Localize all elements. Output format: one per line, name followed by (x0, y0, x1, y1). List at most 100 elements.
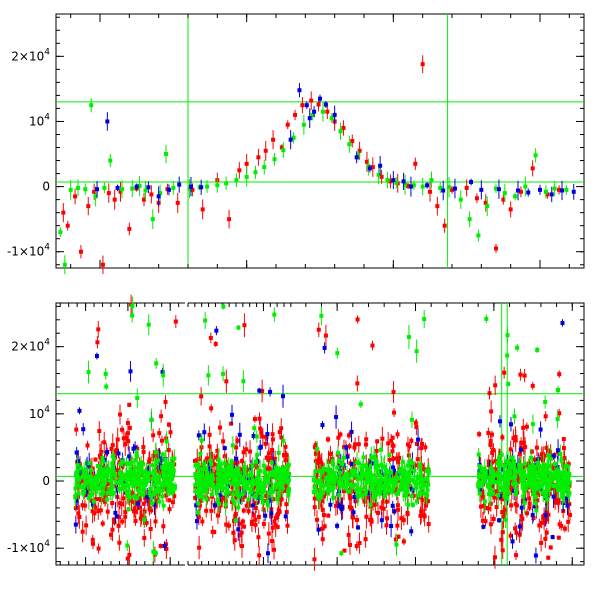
data-point (500, 435, 505, 440)
data-point (378, 478, 383, 483)
data-point (232, 501, 237, 506)
data-point (99, 491, 104, 496)
data-point (242, 494, 247, 499)
data-point (270, 432, 275, 437)
data-point (523, 473, 528, 478)
data-point (356, 442, 361, 447)
data-point (438, 185, 443, 190)
data-point (409, 529, 414, 534)
data-point (540, 482, 545, 487)
data-point (549, 192, 554, 197)
data-point (193, 463, 198, 468)
data-point (539, 487, 544, 492)
data-point (550, 535, 555, 540)
data-point (532, 473, 537, 478)
data-point (508, 422, 513, 427)
data-point (236, 527, 241, 532)
data-point (544, 479, 549, 484)
data-point (193, 458, 198, 463)
data-point (563, 480, 568, 485)
data-point (255, 488, 260, 493)
data-point (517, 532, 522, 537)
data-point (276, 508, 281, 513)
data-point (392, 468, 397, 473)
data-point (416, 437, 421, 442)
data-point (523, 444, 528, 449)
data-point (483, 472, 488, 477)
data-point (117, 515, 122, 520)
data-point (355, 517, 360, 522)
data-point (474, 196, 479, 201)
data-point (265, 551, 270, 556)
axis-break-top (185, 301, 188, 305)
data-point (543, 189, 548, 194)
data-point (220, 487, 225, 492)
data-point (425, 499, 430, 504)
data-point (408, 477, 413, 482)
data-point (325, 482, 330, 487)
data-point (502, 463, 507, 468)
data-point (551, 483, 556, 488)
data-point (502, 494, 507, 499)
data-point (244, 174, 249, 179)
data-point (522, 470, 527, 475)
data-point (167, 507, 172, 512)
data-point (360, 464, 365, 469)
data-point (337, 459, 342, 464)
data-point (361, 455, 366, 460)
data-point (263, 477, 268, 482)
data-point (257, 553, 262, 558)
data-point (105, 481, 110, 486)
data-point (544, 445, 549, 450)
data-point (353, 499, 358, 504)
data-point (535, 347, 540, 352)
data-point (232, 461, 237, 466)
data-point (386, 441, 391, 446)
data-point (518, 189, 523, 194)
data-point (147, 457, 152, 462)
data-point (246, 509, 251, 514)
data-point (215, 183, 220, 188)
data-point (312, 445, 317, 450)
data-point (540, 474, 545, 479)
data-point (529, 468, 534, 473)
data-point (127, 498, 132, 503)
data-point (193, 482, 198, 487)
data-point (116, 523, 121, 528)
data-point (550, 475, 555, 480)
data-point (532, 504, 537, 509)
data-point (229, 465, 234, 470)
data-point (127, 402, 132, 407)
data-point (401, 518, 406, 523)
data-point (389, 524, 394, 529)
data-point (90, 537, 95, 542)
data-point (425, 475, 430, 480)
data-point (476, 484, 481, 489)
data-point (138, 482, 143, 487)
data-point (364, 159, 369, 164)
data-point (561, 437, 566, 442)
data-point (94, 483, 99, 488)
data-point (203, 466, 208, 471)
data-point (105, 491, 110, 496)
data-point (480, 492, 485, 497)
data-point (358, 475, 363, 480)
data-point (562, 526, 567, 531)
y-tick-label-exponent: 4 (44, 405, 50, 415)
data-point (337, 503, 342, 508)
data-point (422, 317, 427, 322)
y-tick-label: 0 (42, 474, 50, 488)
data-point (110, 465, 115, 470)
data-point (382, 494, 387, 499)
y-tick-label-exponent: 4 (44, 338, 50, 348)
data-point (497, 419, 502, 424)
data-point (112, 197, 117, 202)
data-point (346, 476, 351, 481)
data-point (499, 452, 504, 457)
y-tick-label-exponent: 4 (44, 112, 50, 122)
data-point (246, 503, 251, 508)
data-point (561, 463, 566, 468)
data-point (529, 449, 534, 454)
data-point (78, 466, 83, 471)
